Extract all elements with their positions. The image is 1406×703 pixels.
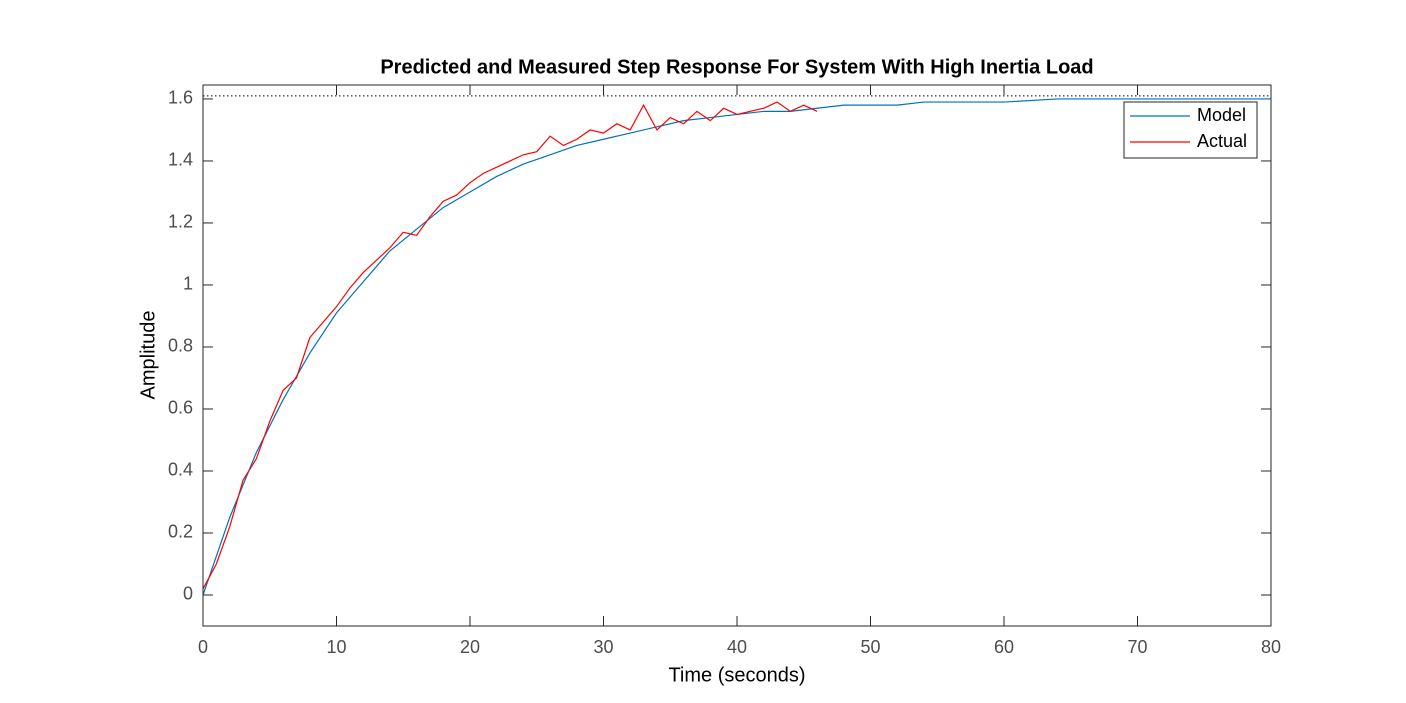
- y-tick-label: 0: [183, 584, 193, 604]
- legend-label: Model: [1197, 105, 1246, 125]
- y-tick-label: 1.4: [168, 150, 193, 170]
- x-tick-label: 70: [1127, 637, 1147, 657]
- x-tick-label: 30: [593, 637, 613, 657]
- series-line: [202, 98, 1271, 596]
- y-tick-label: 0.2: [168, 522, 193, 542]
- x-tick-label: 10: [326, 637, 346, 657]
- y-tick-label: 1: [183, 274, 193, 294]
- x-tick-label: 80: [1261, 637, 1281, 657]
- y-tick-label: 1.2: [168, 212, 193, 232]
- plot-box: [202, 84, 1272, 627]
- y-tick-label: 1.6: [168, 88, 193, 108]
- x-tick-label: 60: [994, 637, 1014, 657]
- y-tick-label: 0.8: [168, 336, 193, 356]
- x-tick-label: 40: [727, 637, 747, 657]
- chart-title: Predicted and Measured Step Response For…: [380, 56, 1093, 78]
- legend-label: Actual: [1197, 131, 1247, 151]
- y-axis-label: Amplitude: [137, 311, 159, 400]
- x-tick-label: 20: [460, 637, 480, 657]
- x-axis-label: Time (seconds): [668, 664, 805, 686]
- legend-box: [1123, 101, 1258, 159]
- x-tick-label: 0: [198, 637, 208, 657]
- x-tick-label: 50: [860, 637, 880, 657]
- series-line: [202, 101, 818, 590]
- y-tick-label: 0.4: [168, 460, 193, 480]
- y-tick-label: 0.6: [168, 398, 193, 418]
